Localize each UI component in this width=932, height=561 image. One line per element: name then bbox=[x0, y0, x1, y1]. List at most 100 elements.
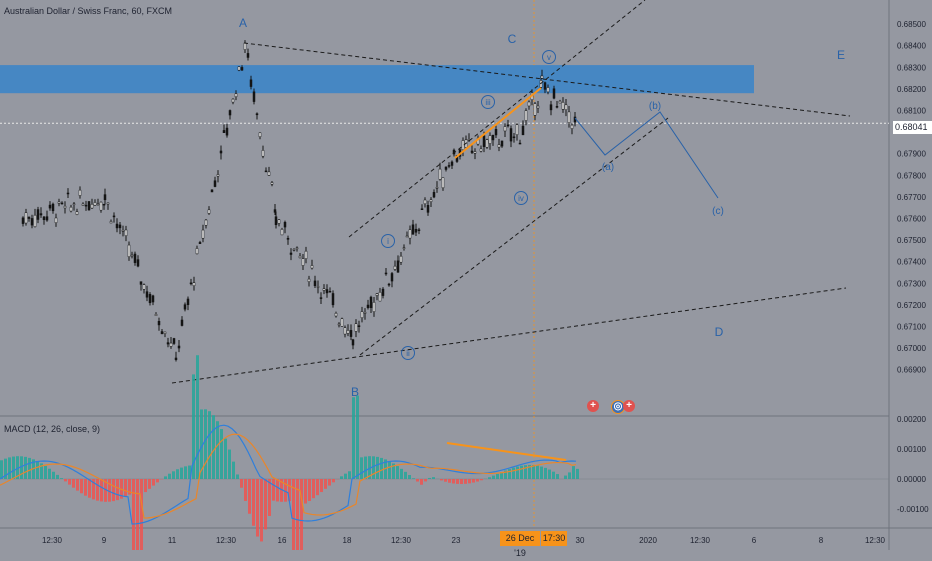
time-tick-label: 12:30 bbox=[42, 536, 63, 545]
candle-body bbox=[541, 76, 543, 78]
macd-histogram-bar bbox=[68, 479, 71, 485]
plus-circle-icon[interactable]: + bbox=[623, 400, 635, 412]
candle-body bbox=[565, 105, 567, 110]
candle-body bbox=[418, 230, 420, 231]
macd-histogram-bar bbox=[404, 472, 407, 479]
candle-body bbox=[513, 137, 515, 138]
candle-body bbox=[296, 248, 298, 249]
price-tick-label: 0.68400 bbox=[897, 42, 926, 51]
macd-histogram-bar bbox=[156, 479, 159, 482]
candle-body bbox=[235, 94, 237, 97]
macd-histogram-bar bbox=[508, 469, 511, 479]
candle-body bbox=[202, 230, 204, 238]
candle-body bbox=[137, 260, 139, 267]
candle-body bbox=[238, 67, 240, 70]
wave-label-D: D bbox=[715, 325, 724, 339]
candle-body bbox=[173, 338, 175, 343]
macd-histogram-bar bbox=[240, 479, 243, 488]
plus-circle-icon[interactable]: + bbox=[587, 400, 599, 412]
candle-body bbox=[287, 238, 289, 239]
macd-histogram-bar bbox=[360, 457, 363, 479]
candle-body bbox=[265, 171, 267, 172]
macd-histogram-bar bbox=[212, 415, 215, 479]
candle-body bbox=[302, 259, 304, 266]
macd-histogram-bar bbox=[548, 470, 551, 479]
candle-body bbox=[498, 145, 500, 148]
macd-histogram-bar bbox=[176, 469, 179, 479]
candle-body bbox=[495, 129, 497, 135]
candle-body bbox=[344, 328, 346, 334]
candle-body bbox=[370, 297, 372, 308]
macd-histogram-bar bbox=[380, 458, 383, 479]
macd-histogram-bar bbox=[568, 472, 571, 479]
macd-histogram-bar bbox=[352, 397, 355, 479]
candle-body bbox=[510, 129, 512, 142]
macd-histogram-bar bbox=[412, 478, 415, 479]
price-tick-label: 0.68300 bbox=[897, 63, 926, 72]
macd-histogram-bar bbox=[512, 468, 515, 479]
candle-body bbox=[406, 236, 408, 237]
chart-title: Australian Dollar / Swiss Franc, 60, FXC… bbox=[4, 6, 172, 16]
candle-body bbox=[79, 190, 81, 195]
macd-histogram-bar bbox=[520, 466, 523, 479]
candle-body bbox=[116, 224, 118, 228]
price-tick-label: 0.67400 bbox=[897, 258, 926, 267]
candle-body bbox=[528, 102, 530, 106]
candle-body bbox=[241, 67, 243, 70]
candle-body bbox=[91, 204, 93, 208]
macd-histogram-bar bbox=[216, 421, 219, 479]
candle-body bbox=[385, 273, 387, 274]
candle-body bbox=[571, 125, 573, 128]
macd-histogram-bar bbox=[276, 479, 279, 501]
macd-histogram-bar bbox=[332, 479, 335, 482]
macd-histogram-bar bbox=[480, 479, 483, 480]
macd-histogram-bar bbox=[556, 474, 559, 479]
candle-body bbox=[262, 150, 264, 156]
candle-body bbox=[34, 215, 36, 227]
price-tick-label: 0.67200 bbox=[897, 301, 926, 310]
candle-body bbox=[131, 255, 133, 256]
macd-histogram-bar bbox=[96, 479, 99, 501]
macd-histogram-bar bbox=[320, 479, 323, 492]
current-price-label: 0.68041 bbox=[893, 121, 932, 134]
macd-histogram-bar bbox=[264, 479, 267, 529]
macd-histogram-bar bbox=[292, 479, 295, 550]
candle-body bbox=[547, 87, 549, 91]
candle-body bbox=[275, 217, 277, 225]
candle-body bbox=[214, 181, 216, 187]
time-tick-label: 6 bbox=[752, 536, 757, 545]
candle-body bbox=[436, 187, 438, 188]
macd-histogram-bar bbox=[236, 474, 239, 479]
macd-histogram-bar bbox=[116, 479, 119, 500]
price-tick-label: 0.67900 bbox=[897, 150, 926, 159]
macd-histogram-bar bbox=[356, 396, 359, 479]
candle-body bbox=[317, 286, 319, 287]
candle-body bbox=[178, 346, 180, 348]
time-tick-label: 8 bbox=[819, 536, 824, 545]
time-tick-label: 2020 bbox=[639, 536, 657, 545]
time-tick-label: 12:30 bbox=[865, 536, 886, 545]
macd-histogram-bar bbox=[476, 479, 479, 482]
candle-body bbox=[193, 283, 195, 286]
macd-histogram-bar bbox=[424, 479, 427, 481]
candle-body bbox=[474, 152, 476, 154]
macd-histogram-bar bbox=[328, 479, 331, 486]
candle-body bbox=[175, 358, 177, 360]
candle-body bbox=[409, 230, 411, 238]
macd-histogram-bar bbox=[60, 478, 63, 479]
macd-histogram-bar bbox=[312, 479, 315, 498]
candle-body bbox=[519, 143, 521, 144]
macd-histogram-bar bbox=[224, 439, 227, 479]
candle-body bbox=[107, 203, 109, 204]
macd-histogram-bar bbox=[496, 474, 499, 479]
macd-histogram-bar bbox=[88, 479, 91, 498]
candle-body bbox=[421, 209, 423, 210]
candle-body bbox=[480, 149, 482, 151]
macd-histogram-bar bbox=[72, 479, 75, 488]
candle-body bbox=[373, 302, 375, 311]
candle-body bbox=[489, 136, 491, 144]
macd-histogram-bar bbox=[256, 479, 259, 537]
wave-label-iv: iv bbox=[518, 194, 524, 203]
